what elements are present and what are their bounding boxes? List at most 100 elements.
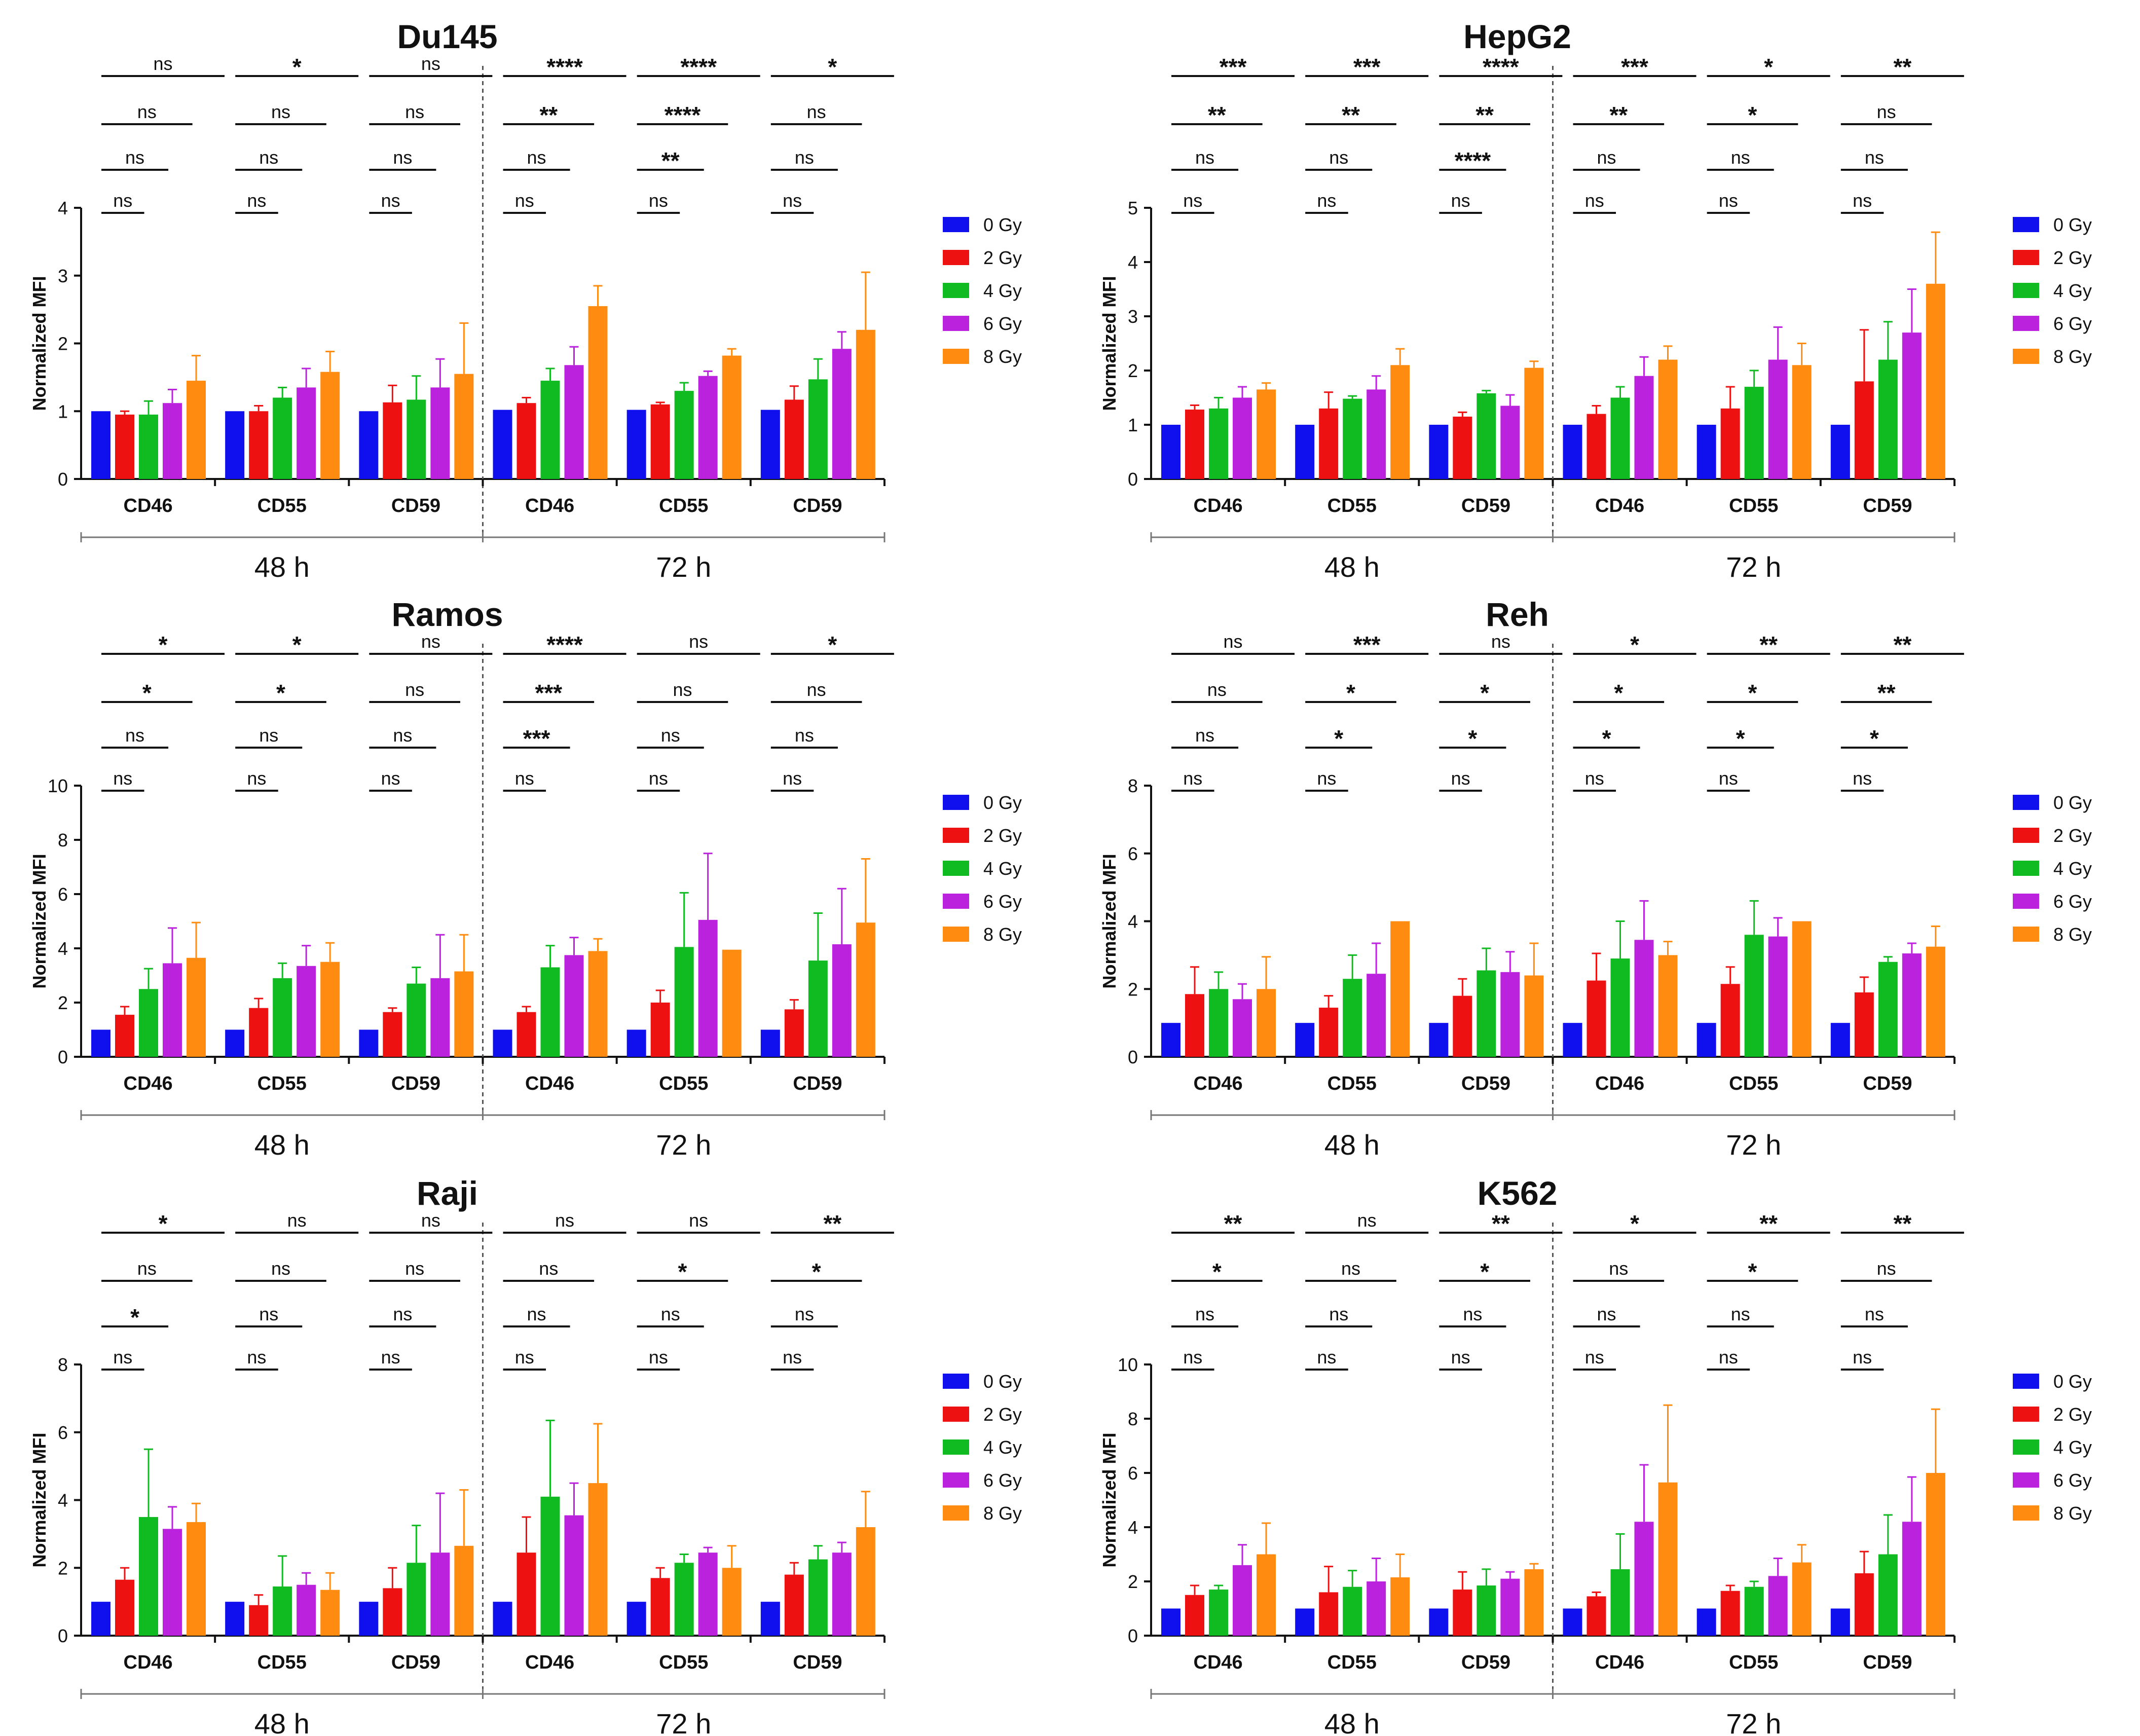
bar-cd59-4gy <box>1477 393 1496 479</box>
legend-label: 0 Gy <box>2053 792 2092 813</box>
significance-label: * <box>1346 680 1355 706</box>
legend-label: 8 Gy <box>2053 924 2092 945</box>
time-group-label: 48 h <box>1324 1129 1380 1156</box>
bar-cd55-2gy <box>1319 408 1339 479</box>
y-tick-label: 8 <box>1128 775 1138 796</box>
x-category-label: CD55 <box>1327 1073 1377 1094</box>
y-tick-label: 6 <box>58 1422 68 1443</box>
significance-label: ns <box>1719 1347 1738 1368</box>
bar-cd59-2gy <box>1453 995 1472 1057</box>
x-category-label: CD59 <box>1461 1652 1510 1673</box>
bar-cd59-0gy <box>359 1602 379 1636</box>
significance-label: * <box>1212 1259 1222 1285</box>
significance-label: ns <box>259 147 278 168</box>
significance-label: ns <box>783 768 802 789</box>
legend-swatch <box>2013 349 2039 364</box>
significance-label: ns <box>1195 147 1214 168</box>
bar-cd46-6gy <box>564 1515 584 1636</box>
bar-cd59-4gy <box>808 379 828 479</box>
bar-cd46-0gy <box>493 410 512 479</box>
bar-cd46-6gy <box>564 365 584 479</box>
significance-label: ns <box>125 147 144 168</box>
legend-label: 0 Gy <box>983 1371 1022 1392</box>
bar-cd46-2gy <box>1185 410 1204 479</box>
bar-cd46-6gy <box>1233 397 1252 479</box>
y-tick-label: 2 <box>58 334 68 354</box>
x-category-label: CD59 <box>793 495 842 516</box>
time-group-label: 48 h <box>254 1708 310 1734</box>
significance-label: ns <box>1609 1258 1628 1279</box>
legend-label: 2 Gy <box>2053 1404 2092 1425</box>
legend-swatch <box>2013 861 2039 876</box>
significance-label: ns <box>515 190 534 211</box>
significance-label: ns <box>515 768 534 789</box>
significance-label: * <box>1480 1259 1489 1285</box>
bar-cd46-4gy <box>540 967 560 1057</box>
significance-label: ns <box>1195 1304 1214 1324</box>
legend-label: 0 Gy <box>2053 1371 2092 1392</box>
significance-label: ns <box>1865 147 1884 168</box>
significance-label: **** <box>546 54 583 80</box>
significance-label: ns <box>421 53 440 74</box>
bar-cd55-6gy <box>1768 359 1788 479</box>
x-category-label: CD59 <box>1863 1652 1912 1673</box>
bar-cd46-8gy <box>588 306 608 479</box>
significance-label: ns <box>113 190 132 211</box>
bar-cd46-6gy <box>1634 376 1654 479</box>
bar-cd46-4gy <box>1209 989 1228 1057</box>
y-tick-label: 8 <box>58 830 68 851</box>
y-tick-label: 0 <box>1128 1047 1138 1067</box>
bar-cd55-6gy <box>1768 936 1788 1057</box>
significance-label: ns <box>393 725 412 746</box>
significance-label: ns <box>1357 1210 1377 1231</box>
significance-label: ** <box>1208 102 1226 128</box>
bar-cd59-0gy <box>760 1029 780 1057</box>
significance-label: *** <box>523 725 550 752</box>
time-group-label: 72 h <box>1726 551 1781 578</box>
significance-label: ns <box>1719 768 1738 789</box>
significance-label: ns <box>259 725 278 746</box>
bar-cd55-8gy <box>320 1590 340 1636</box>
significance-label: ns <box>661 725 680 746</box>
bar-cd59-8gy <box>856 329 875 479</box>
legend-label: 2 Gy <box>983 247 1022 268</box>
significance-label: * <box>1630 632 1639 658</box>
significance-label: ns <box>649 190 668 211</box>
significance-label: ns <box>1877 101 1896 122</box>
legend-swatch <box>943 927 969 942</box>
bar-cd59-4gy <box>808 1559 828 1636</box>
significance-label: * <box>292 54 302 80</box>
x-category-label: CD46 <box>525 495 574 516</box>
bar-cd55-0gy <box>1295 1608 1315 1636</box>
legend-label: 4 Gy <box>2053 1437 2092 1458</box>
legend-swatch <box>943 828 969 843</box>
bar-cd55-0gy <box>1696 425 1716 479</box>
time-group-label: 48 h <box>1324 1708 1380 1734</box>
x-category-label: CD46 <box>1194 1652 1243 1673</box>
bar-cd59-8gy <box>1524 367 1544 479</box>
bar-cd46-4gy <box>540 381 560 479</box>
legend: 0 Gy 2 Gy 4 Gy 6 Gy 8 Gy <box>2013 1371 2092 1524</box>
bar-cd55-0gy <box>1696 1023 1716 1057</box>
x-category-label: CD55 <box>257 1652 307 1673</box>
significance-label: * <box>1602 725 1611 752</box>
bar-cd59-0gy <box>1830 1608 1850 1636</box>
bar-cd55-4gy <box>1744 935 1764 1057</box>
legend-label: 8 Gy <box>2053 346 2092 367</box>
bar-cd55-8gy <box>1390 365 1410 479</box>
bar-cd46-8gy <box>187 381 206 479</box>
bar-cd55-6gy <box>698 376 718 479</box>
significance-label: ** <box>1342 102 1360 128</box>
bar-cd59-8gy <box>454 374 474 479</box>
bar-cd46-2gy <box>115 1579 134 1636</box>
significance-label: ** <box>1492 1210 1510 1237</box>
bar-cd55-6gy <box>1367 974 1386 1057</box>
time-group-label: 72 h <box>1726 1129 1781 1156</box>
legend-swatch <box>943 894 969 909</box>
x-category-label: CD46 <box>525 1652 574 1673</box>
bar-cd59-2gy <box>1453 416 1472 479</box>
bar-cd46-0gy <box>493 1602 512 1636</box>
y-tick-label: 0 <box>58 1626 68 1646</box>
legend-label: 8 Gy <box>2053 1503 2092 1524</box>
